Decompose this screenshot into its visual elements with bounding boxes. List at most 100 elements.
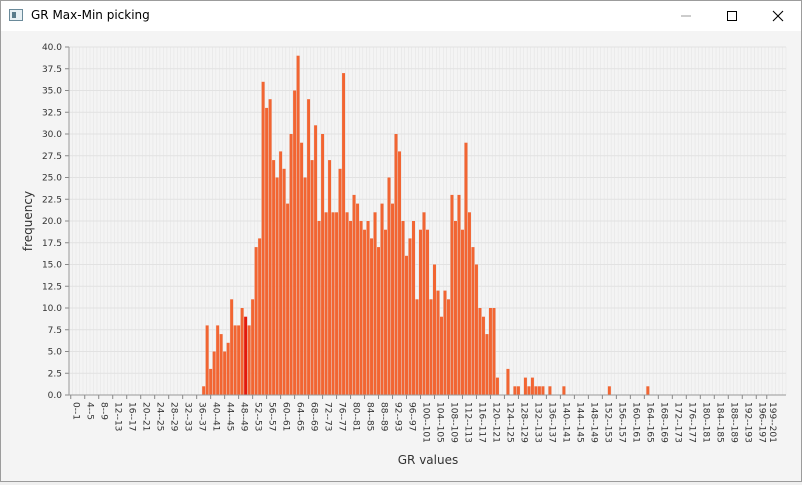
- y-tick-label: 2.5: [48, 369, 62, 379]
- bar: [488, 308, 492, 395]
- bar: [527, 386, 531, 395]
- x-tick-label: 124--125: [504, 402, 514, 443]
- x-tick-label: 72--73: [323, 402, 333, 431]
- bar: [338, 168, 342, 395]
- maximize-button[interactable]: [709, 1, 755, 31]
- close-icon: [772, 10, 784, 22]
- x-tick-label: 148--149: [588, 402, 598, 443]
- bar: [506, 368, 510, 395]
- bar: [523, 377, 527, 395]
- bar: [296, 55, 300, 395]
- x-tick-label: 68--69: [309, 402, 319, 432]
- bar: [331, 212, 335, 395]
- bar: [370, 238, 374, 395]
- x-tick-label: 188--189: [728, 402, 738, 443]
- y-tick-label: 25.0: [42, 174, 62, 184]
- x-tick-label: 48--49: [239, 402, 249, 432]
- bar: [485, 334, 489, 395]
- bar: [268, 99, 272, 395]
- bar: [464, 142, 468, 395]
- bar: [391, 203, 395, 395]
- close-button[interactable]: [755, 1, 801, 31]
- y-tick-label: 7.5: [48, 326, 62, 336]
- bar: [258, 238, 262, 395]
- minimize-button[interactable]: [663, 1, 709, 31]
- bar: [429, 299, 433, 395]
- x-tick-label: 120--121: [490, 402, 500, 443]
- bar: [293, 90, 297, 395]
- bar: [247, 325, 251, 395]
- x-tick-label: 84--85: [365, 402, 375, 431]
- bar: [419, 229, 423, 395]
- x-tick-label: 152--153: [602, 402, 612, 443]
- histogram-chart: 0.0 2.5 5.0 7.5 10.0 12.5 15.0 17.5 20.0 22.5 25.0…: [1, 31, 801, 481]
- bar: [384, 229, 388, 395]
- bar: [534, 386, 538, 395]
- bar: [405, 255, 409, 395]
- x-tick-label: 128--129: [518, 402, 528, 443]
- bar: [317, 221, 321, 395]
- bar: [282, 168, 286, 395]
- bar: [432, 264, 436, 395]
- bar: [244, 316, 248, 395]
- bar: [443, 290, 447, 395]
- bar: [398, 151, 402, 395]
- x-tick-label: 176--177: [686, 402, 696, 443]
- bar: [495, 377, 499, 395]
- bar: [352, 194, 356, 395]
- x-tick-label: 40--41: [211, 402, 221, 431]
- x-tick-label: 160--161: [630, 402, 640, 443]
- x-tick-label: 88--89: [379, 402, 389, 432]
- x-tick-label: 64--65: [295, 402, 305, 431]
- bar: [460, 229, 464, 395]
- bar: [387, 177, 391, 395]
- bar: [436, 290, 440, 395]
- bar: [513, 386, 517, 395]
- bar: [426, 229, 429, 395]
- bar: [366, 221, 370, 395]
- x-tick-label: 24--25: [155, 402, 165, 431]
- x-tick-label: 104--105: [434, 402, 444, 443]
- x-tick-label: 100--101: [421, 402, 431, 443]
- axes: 0.0 2.5 5.0 7.5 10.0 12.5 15.0 17.5 20.0 22.5 25.0…: [42, 43, 786, 443]
- bar: [219, 334, 223, 395]
- x-tick-label: 8--9: [99, 402, 109, 420]
- bar: [251, 299, 255, 395]
- x-tick-label: 12--13: [113, 402, 123, 431]
- bar: [310, 160, 314, 395]
- bar: [240, 308, 244, 395]
- y-tick-label: 12.5: [42, 282, 62, 292]
- y-tick-label: 22.5: [42, 195, 62, 205]
- x-tick-label: 132--133: [532, 402, 542, 443]
- title-bar[interactable]: GR Max-Min picking: [1, 1, 801, 31]
- bar: [254, 247, 258, 395]
- app-icon: [9, 9, 23, 21]
- x-tick-label: 16--17: [127, 402, 137, 431]
- bar: [233, 325, 237, 395]
- bar: [300, 142, 304, 395]
- bar: [415, 299, 419, 395]
- x-tick-label: 60--61: [281, 402, 291, 431]
- y-tick-label: 27.5: [42, 152, 62, 162]
- x-tick-label: 0--1: [71, 402, 81, 420]
- bar: [363, 229, 367, 395]
- x-tick-label: 164--165: [644, 402, 654, 443]
- bar: [412, 221, 416, 395]
- x-tick-label: 199--201: [767, 402, 777, 443]
- x-tick-label: 80--81: [351, 402, 361, 431]
- x-tick-label: 20--21: [141, 402, 151, 431]
- bar: [478, 308, 482, 395]
- window-title: GR Max-Min picking: [31, 8, 150, 22]
- bar: [471, 247, 475, 395]
- x-tick-label: 4--5: [85, 402, 95, 420]
- bar: [541, 386, 545, 395]
- bar: [537, 386, 541, 395]
- x-tick-label: 172--173: [672, 402, 682, 443]
- bar: [237, 325, 241, 395]
- y-tick-label: 17.5: [42, 239, 62, 249]
- bar: [328, 160, 332, 395]
- bar: [450, 194, 454, 395]
- y-axis-label: frequency: [21, 191, 35, 251]
- bar: [422, 212, 426, 395]
- x-tick-label: 136--137: [546, 402, 556, 443]
